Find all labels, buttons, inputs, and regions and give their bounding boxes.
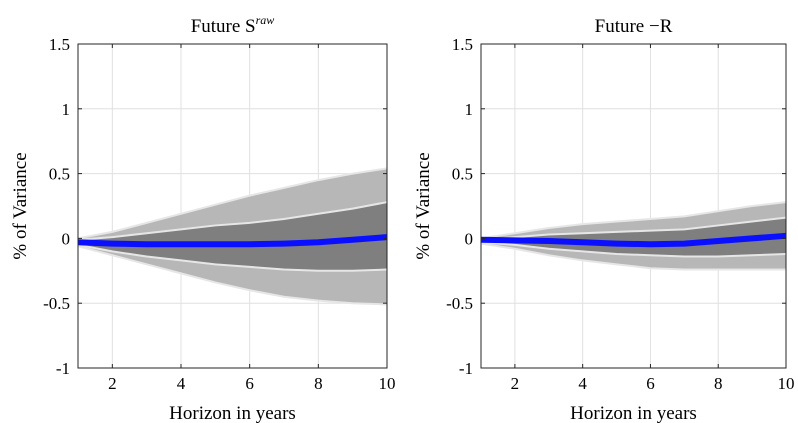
y-tick-label: 1 (465, 100, 474, 119)
y-tick-label: 0 (465, 229, 474, 248)
axes-box (480, 43, 787, 369)
chart-title: Future −R (595, 16, 673, 37)
x-tick-label: 2 (511, 374, 520, 393)
chart-panel-1: 2 4 6 8 10 -1 -0.5 0 0.5 1 1.5 Future Sraw Horizon i… (10, 13, 396, 423)
y-tick-label: 0.5 (49, 165, 70, 184)
y-axis-label: % of Variance (413, 152, 434, 259)
inner-band-lower-edge (77, 243, 388, 272)
y-tick-label: -0.5 (446, 294, 473, 313)
x-tick-label: 8 (714, 374, 723, 393)
median-line (77, 234, 388, 248)
inner-band (78, 202, 387, 271)
y-tick-label: 0 (62, 229, 71, 248)
y-tick-label: 1.5 (49, 35, 70, 54)
outer-band-upper-edge (77, 167, 388, 240)
y-tick-label: -1 (56, 359, 70, 378)
y-tick-label: 1 (62, 100, 71, 119)
inner-band-upper-edge (77, 201, 388, 241)
x-tick-label: 10 (778, 374, 795, 393)
x-axis-label: Horizon in years (169, 403, 296, 423)
chart-panel-2: 2 4 6 8 10 -1 -0.5 0 0.5 1 1.5 Future −R Horizon in … (413, 16, 795, 423)
outer-band-lower-edge (480, 242, 786, 271)
y-tick-label: -0.5 (43, 294, 70, 313)
x-tick-label: 2 (108, 374, 117, 393)
chart-title-text: Future −R (595, 16, 673, 37)
x-tick-label: 6 (646, 374, 655, 393)
inner-band-upper-edge (480, 216, 787, 241)
outer-band-lower-edge (77, 245, 388, 306)
chart-title-superscript: raw (256, 13, 275, 27)
inner-band-lower-edge (480, 241, 787, 258)
chart-title-text: Future S (191, 16, 256, 37)
x-tick-label: 4 (177, 374, 186, 393)
x-tick-label: 4 (578, 374, 587, 393)
x-tick-label: 6 (245, 374, 254, 393)
x-tick-label: 8 (314, 374, 323, 393)
y-tick-label: -1 (459, 359, 473, 378)
axes-box (77, 43, 388, 369)
outer-band-upper-edge (480, 201, 787, 240)
y-tick-label: 0.5 (452, 165, 473, 184)
y-tick-label: 1.5 (452, 35, 473, 54)
x-axis-label: Horizon in years (570, 403, 697, 423)
median-line (480, 232, 787, 248)
x-tick-label: 10 (379, 374, 396, 393)
y-axis-label: % of Variance (10, 152, 31, 259)
chart-title: Future Sraw (191, 13, 275, 37)
